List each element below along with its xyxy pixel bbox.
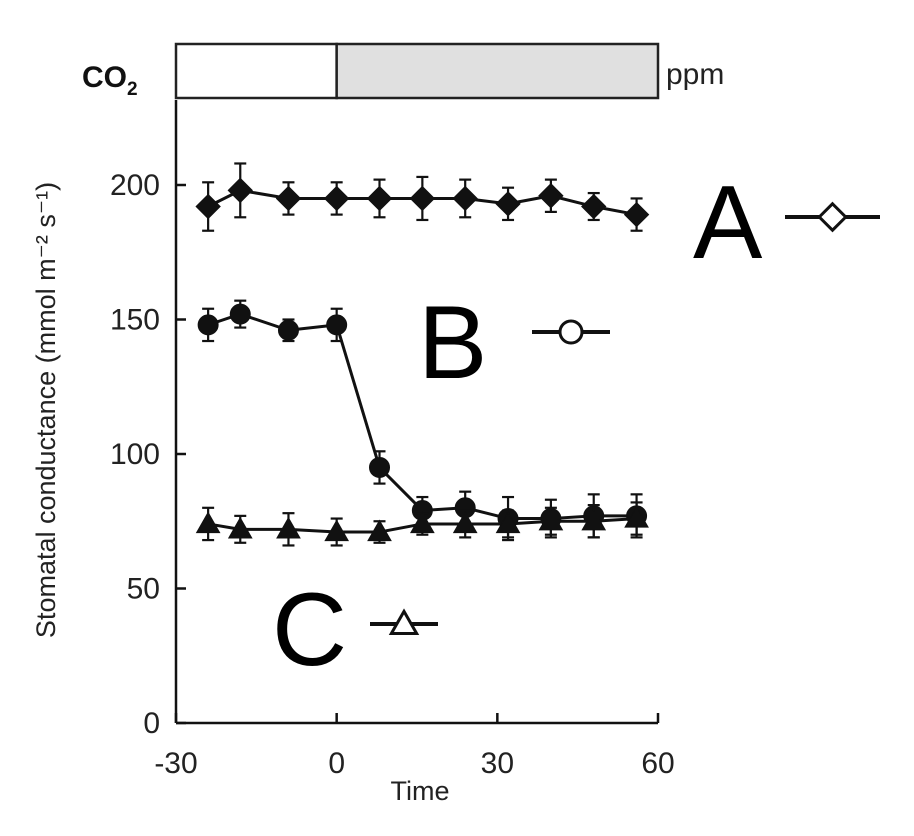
- y-axis-ticks: 0 50 100 150 200: [110, 169, 186, 740]
- legend-item-b: B: [418, 285, 610, 401]
- co2-label: CO2: [82, 61, 138, 100]
- y-tick-label: 150: [110, 304, 160, 337]
- triangle-marker: [624, 506, 649, 528]
- triangle-marker: [195, 511, 221, 534]
- circle-marker: [369, 456, 391, 478]
- circle-marker: [229, 303, 251, 325]
- co2-segment-after: [335, 42, 660, 100]
- plot-area: [195, 162, 650, 547]
- diamond-marker: [452, 185, 478, 212]
- x-tick-label: 60: [641, 747, 674, 780]
- circle-marker: [558, 319, 584, 345]
- triangle-marker: [538, 508, 564, 531]
- y-tick-label: 100: [110, 438, 160, 471]
- diamond-marker: [581, 193, 607, 220]
- x-axis-title: Time: [391, 776, 450, 806]
- legend: A B C: [272, 165, 880, 688]
- y-tick-label: 0: [143, 707, 160, 740]
- y-axis-title: Stomatal conductance (mmol m⁻² s⁻¹): [31, 182, 61, 638]
- y-tick-label: 200: [110, 169, 160, 202]
- triangle-marker: [276, 516, 301, 539]
- diamond-marker: [366, 185, 393, 212]
- series-c: [195, 501, 649, 547]
- triangle-marker: [388, 608, 420, 635]
- co2-label-subscript: 2: [127, 79, 138, 100]
- series-a: [195, 162, 650, 232]
- circle-marker: [277, 319, 299, 341]
- legend-label: B: [418, 285, 487, 401]
- diamond-marker: [409, 185, 436, 212]
- triangle-marker: [581, 508, 607, 531]
- x-tick-label: 0: [328, 747, 345, 780]
- diamond-marker: [195, 193, 221, 220]
- y-tick-label: 50: [127, 573, 160, 606]
- triangle-marker: [324, 519, 350, 542]
- circle-marker: [326, 314, 348, 336]
- triangle-marker: [367, 519, 392, 542]
- co2-unit-label: ppm: [666, 58, 724, 91]
- legend-item-c: C: [272, 572, 438, 688]
- co2-bar: CO2 ppm: [82, 42, 724, 100]
- circle-marker: [197, 314, 219, 336]
- triangle-marker: [452, 511, 478, 534]
- diamond-marker: [323, 185, 350, 212]
- diamond-marker: [495, 191, 521, 217]
- legend-item-a: A: [693, 165, 880, 281]
- diamond-marker: [817, 201, 848, 233]
- triangle-marker: [495, 511, 521, 534]
- triangle-marker: [409, 511, 435, 534]
- axes: 0 50 100 150 200 -30 0 30 60 Time Stomatal cond…: [31, 100, 675, 806]
- diamond-marker: [227, 177, 253, 204]
- x-tick-label: -30: [154, 747, 197, 780]
- diamond-marker: [623, 201, 650, 228]
- legend-label: C: [272, 572, 347, 688]
- co2-segment-before: [174, 42, 338, 100]
- diamond-marker: [538, 183, 564, 209]
- x-tick-label: 30: [481, 747, 514, 780]
- diamond-marker: [275, 185, 302, 212]
- x-axis-ticks: -30 0 30 60: [154, 713, 675, 780]
- triangle-marker: [227, 516, 253, 539]
- legend-label: A: [693, 165, 763, 281]
